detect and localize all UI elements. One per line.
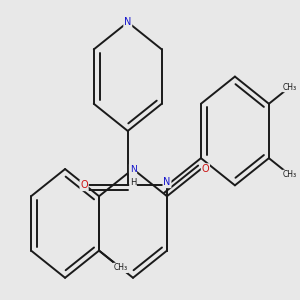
Text: H: H [130,178,136,187]
Text: CH₃: CH₃ [283,170,297,179]
Text: CH₃: CH₃ [283,82,297,91]
Text: O: O [80,180,88,190]
Text: O: O [202,164,209,174]
Text: N: N [163,177,171,188]
Text: N: N [130,164,136,173]
Text: N: N [124,17,131,27]
Text: CH₃: CH₃ [114,263,128,272]
